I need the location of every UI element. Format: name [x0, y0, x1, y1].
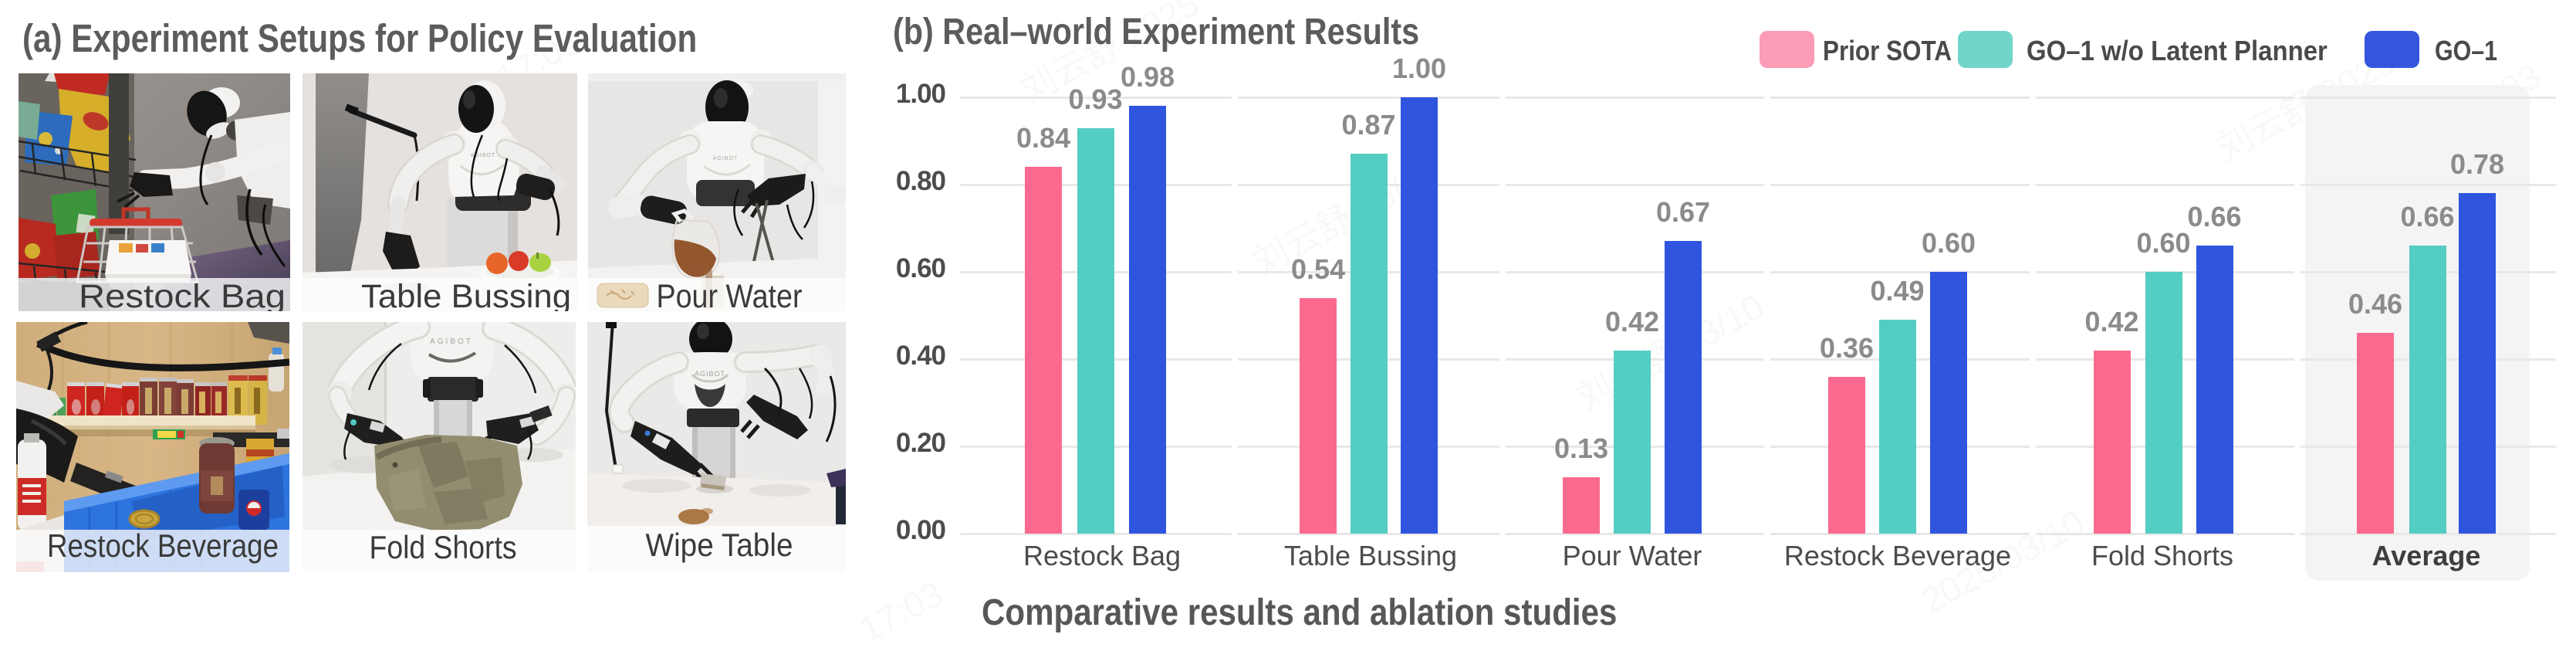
- svg-text:Restock Beverage: Restock Beverage: [47, 527, 279, 564]
- svg-text:Wipe Table: Wipe Table: [646, 527, 793, 563]
- svg-text:Fold Shorts: Fold Shorts: [370, 529, 517, 565]
- svg-text:Restock Bag: Restock Bag: [79, 278, 286, 311]
- svg-text:AGIBOT: AGIBOT: [430, 337, 473, 346]
- svg-text:AGIBOT: AGIBOT: [471, 153, 495, 158]
- svg-text:Table Bussing: Table Bussing: [361, 278, 571, 311]
- svg-text:Pour Water: Pour Water: [657, 278, 803, 311]
- svg-text:AGIBOT: AGIBOT: [695, 370, 725, 378]
- svg-text:AGIBOT: AGIBOT: [713, 156, 738, 161]
